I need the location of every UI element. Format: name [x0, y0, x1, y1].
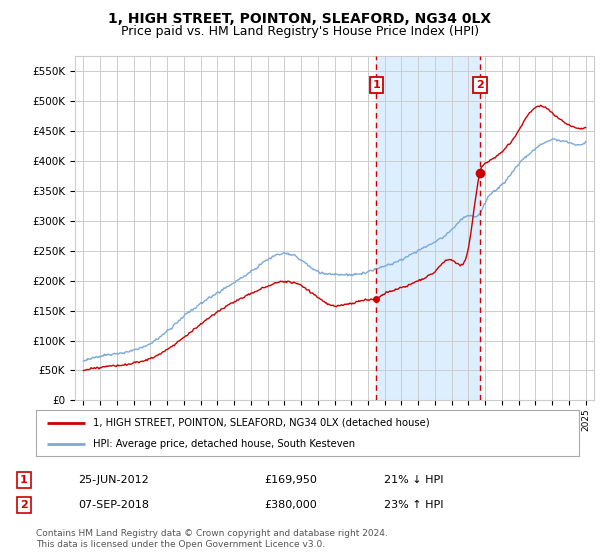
Text: £380,000: £380,000 [264, 500, 317, 510]
Text: 25-JUN-2012: 25-JUN-2012 [78, 475, 149, 485]
Text: 2: 2 [476, 80, 484, 90]
Text: 1, HIGH STREET, POINTON, SLEAFORD, NG34 0LX (detached house): 1, HIGH STREET, POINTON, SLEAFORD, NG34 … [93, 418, 430, 428]
Text: 07-SEP-2018: 07-SEP-2018 [78, 500, 149, 510]
Text: 1, HIGH STREET, POINTON, SLEAFORD, NG34 0LX: 1, HIGH STREET, POINTON, SLEAFORD, NG34 … [109, 12, 491, 26]
Text: £169,950: £169,950 [264, 475, 317, 485]
Text: Price paid vs. HM Land Registry's House Price Index (HPI): Price paid vs. HM Land Registry's House … [121, 25, 479, 38]
Text: HPI: Average price, detached house, South Kesteven: HPI: Average price, detached house, Sout… [93, 439, 355, 449]
Text: 2: 2 [20, 500, 28, 510]
Text: Contains HM Land Registry data © Crown copyright and database right 2024.
This d: Contains HM Land Registry data © Crown c… [36, 529, 388, 549]
Text: 21% ↓ HPI: 21% ↓ HPI [384, 475, 443, 485]
Text: 1: 1 [373, 80, 380, 90]
Bar [376, 56, 480, 400]
Text: 23% ↑ HPI: 23% ↑ HPI [384, 500, 443, 510]
Text: 1: 1 [20, 475, 28, 485]
